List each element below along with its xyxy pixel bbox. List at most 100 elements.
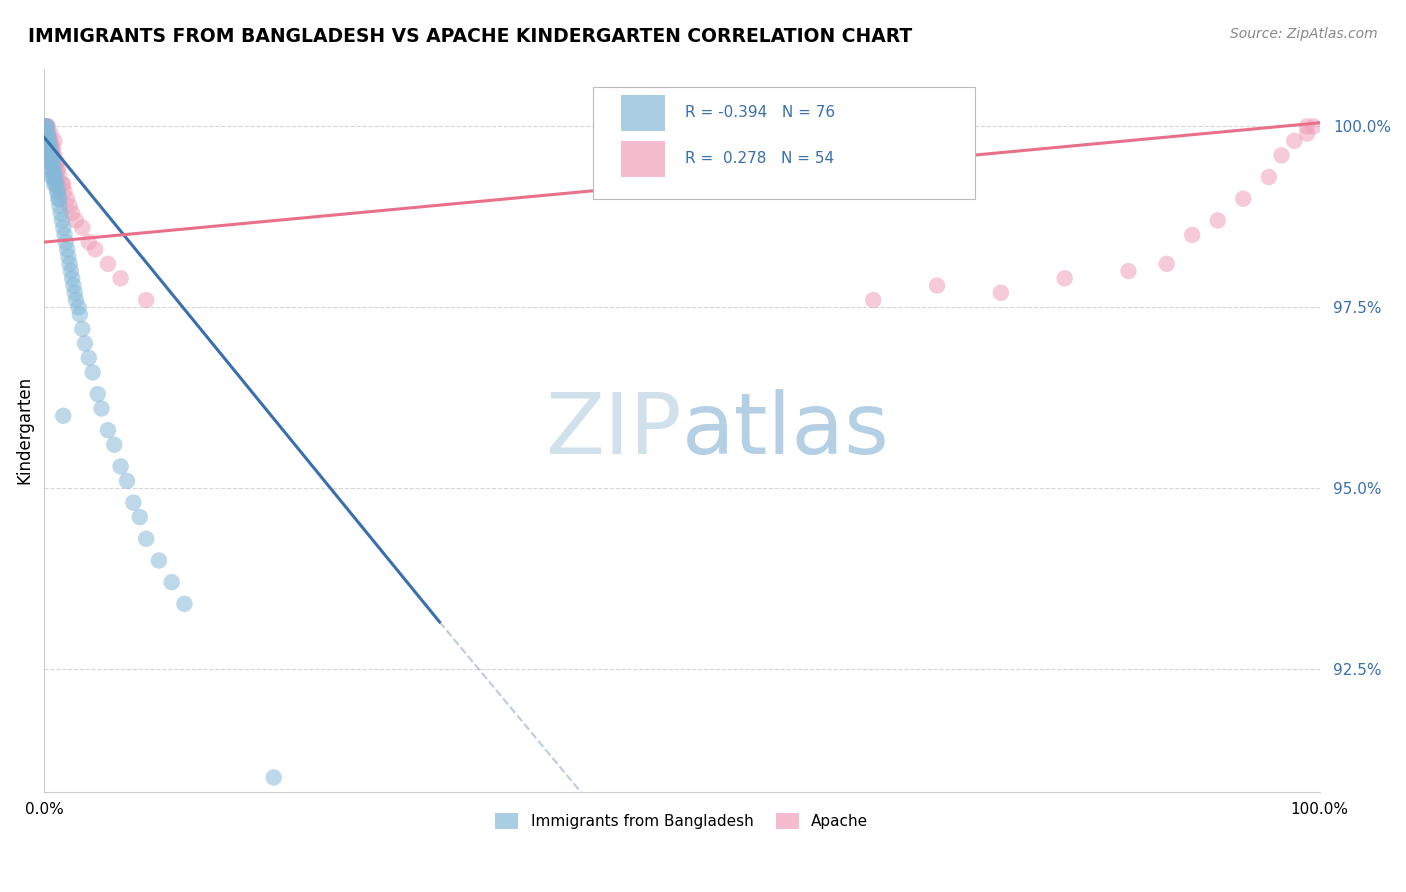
Point <box>1302 120 1324 134</box>
Point <box>48 199 70 213</box>
Point <box>34 120 56 134</box>
Point <box>1206 213 1229 227</box>
Point <box>39 141 62 155</box>
Point <box>73 336 96 351</box>
Point <box>90 401 112 416</box>
Point <box>39 141 62 155</box>
Point <box>45 185 67 199</box>
Point <box>38 141 60 155</box>
Point <box>72 220 94 235</box>
Point <box>135 532 157 546</box>
Point <box>41 148 63 162</box>
Point <box>49 206 72 220</box>
Point <box>45 178 67 192</box>
Text: R = -0.394   N = 76: R = -0.394 N = 76 <box>685 105 835 120</box>
Point <box>41 141 63 155</box>
Text: ZIP: ZIP <box>546 389 682 472</box>
Point <box>37 141 59 155</box>
Point <box>41 162 63 177</box>
Point <box>84 243 107 257</box>
Text: atlas: atlas <box>682 389 890 472</box>
Point <box>35 127 58 141</box>
Point <box>35 120 58 134</box>
Point <box>38 141 60 155</box>
Point <box>39 155 62 169</box>
Point <box>59 199 82 213</box>
Point <box>42 162 65 177</box>
Text: IMMIGRANTS FROM BANGLADESH VS APACHE KINDERGARTEN CORRELATION CHART: IMMIGRANTS FROM BANGLADESH VS APACHE KIN… <box>28 27 912 45</box>
Point <box>60 206 83 220</box>
Point <box>44 162 66 177</box>
Point <box>35 120 58 134</box>
Point <box>48 192 70 206</box>
Point <box>45 155 67 169</box>
Point <box>103 438 125 452</box>
Point <box>56 243 79 257</box>
Point <box>42 148 65 162</box>
Point <box>37 120 59 134</box>
Point <box>128 510 150 524</box>
Y-axis label: Kindergarten: Kindergarten <box>15 376 32 484</box>
Point <box>46 185 69 199</box>
Point <box>65 293 87 307</box>
Point <box>77 351 100 365</box>
Point <box>97 423 120 437</box>
Point <box>1284 134 1306 148</box>
Point <box>35 134 58 148</box>
Point <box>59 257 82 271</box>
Point <box>35 134 58 148</box>
Point <box>148 553 170 567</box>
Point <box>45 162 67 177</box>
Point <box>38 148 60 162</box>
Point <box>34 127 56 141</box>
Point <box>1257 169 1279 184</box>
Point <box>72 322 94 336</box>
Point <box>55 235 77 249</box>
Point <box>42 141 65 155</box>
Text: Source: ZipAtlas.com: Source: ZipAtlas.com <box>1230 27 1378 41</box>
Point <box>38 134 60 148</box>
Point <box>35 134 58 148</box>
Point <box>52 220 75 235</box>
Point <box>35 127 58 141</box>
Point <box>45 169 67 184</box>
Point <box>60 271 83 285</box>
Point <box>67 300 90 314</box>
FancyBboxPatch shape <box>593 87 976 199</box>
Point <box>52 178 75 192</box>
Point <box>34 134 56 148</box>
Point <box>110 459 132 474</box>
Point <box>51 178 73 192</box>
Legend: Immigrants from Bangladesh, Apache: Immigrants from Bangladesh, Apache <box>489 806 875 835</box>
Point <box>38 155 60 169</box>
Point <box>1232 192 1254 206</box>
Point <box>110 271 132 285</box>
Point <box>38 134 60 148</box>
Point <box>34 127 56 141</box>
Point <box>35 120 58 134</box>
Point <box>37 127 59 141</box>
Point <box>34 120 56 134</box>
Text: R =  0.278   N = 54: R = 0.278 N = 54 <box>685 152 834 166</box>
Point <box>86 387 108 401</box>
Point <box>37 134 59 148</box>
Point <box>35 127 58 141</box>
Point <box>41 169 63 184</box>
Point <box>1296 120 1319 134</box>
Point <box>135 293 157 307</box>
Point <box>63 285 86 300</box>
Point <box>34 141 56 155</box>
Bar <box>620 95 665 131</box>
Bar <box>620 141 665 177</box>
Point <box>46 162 69 177</box>
Point <box>44 134 66 148</box>
Point <box>37 148 59 162</box>
Point <box>48 169 70 184</box>
Point <box>51 213 73 227</box>
Point <box>39 148 62 162</box>
Point <box>35 127 58 141</box>
Point <box>44 169 66 184</box>
Point <box>65 213 87 227</box>
Point <box>52 409 75 423</box>
Point <box>35 141 58 155</box>
